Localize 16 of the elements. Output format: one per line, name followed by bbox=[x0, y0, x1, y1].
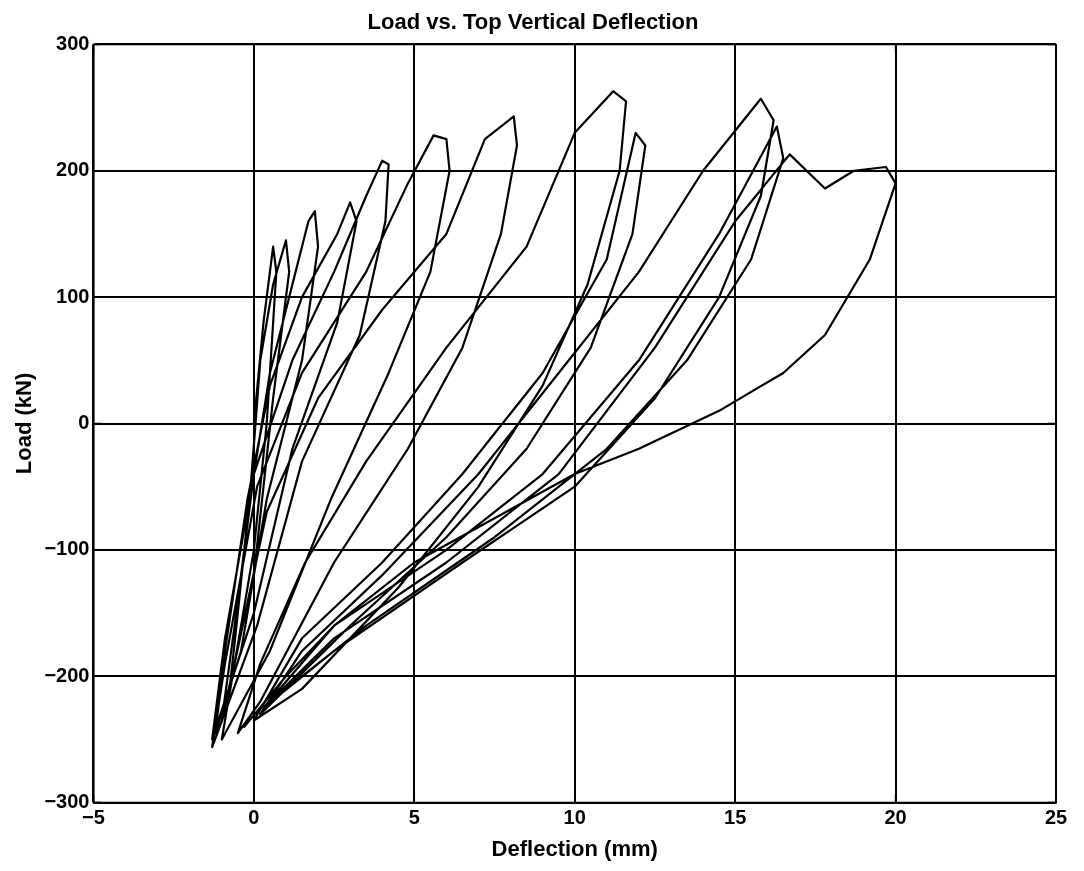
x-tick-label: 5 bbox=[408, 806, 420, 829]
chart-title: Load vs. Top Vertical Deflection bbox=[367, 9, 699, 35]
y-tick-label: 100 bbox=[56, 284, 90, 307]
x-tick-label: 15 bbox=[724, 806, 747, 829]
y-tick-label: −100 bbox=[44, 537, 90, 560]
y-axis-title: Load (kN) bbox=[11, 372, 37, 475]
x-tick-label: 10 bbox=[563, 806, 586, 829]
x-tick-label: 0 bbox=[248, 806, 260, 829]
y-tick-label: 0 bbox=[78, 411, 90, 434]
y-tick-label: 300 bbox=[56, 31, 90, 54]
y-tick-label: −200 bbox=[44, 663, 90, 686]
x-tick-label: 20 bbox=[884, 806, 907, 829]
x-axis-title: Deflection (mm) bbox=[491, 835, 658, 861]
x-tick-label: 25 bbox=[1044, 806, 1068, 829]
y-tick-label: 200 bbox=[56, 158, 90, 181]
y-tick-label: −300 bbox=[44, 790, 90, 813]
